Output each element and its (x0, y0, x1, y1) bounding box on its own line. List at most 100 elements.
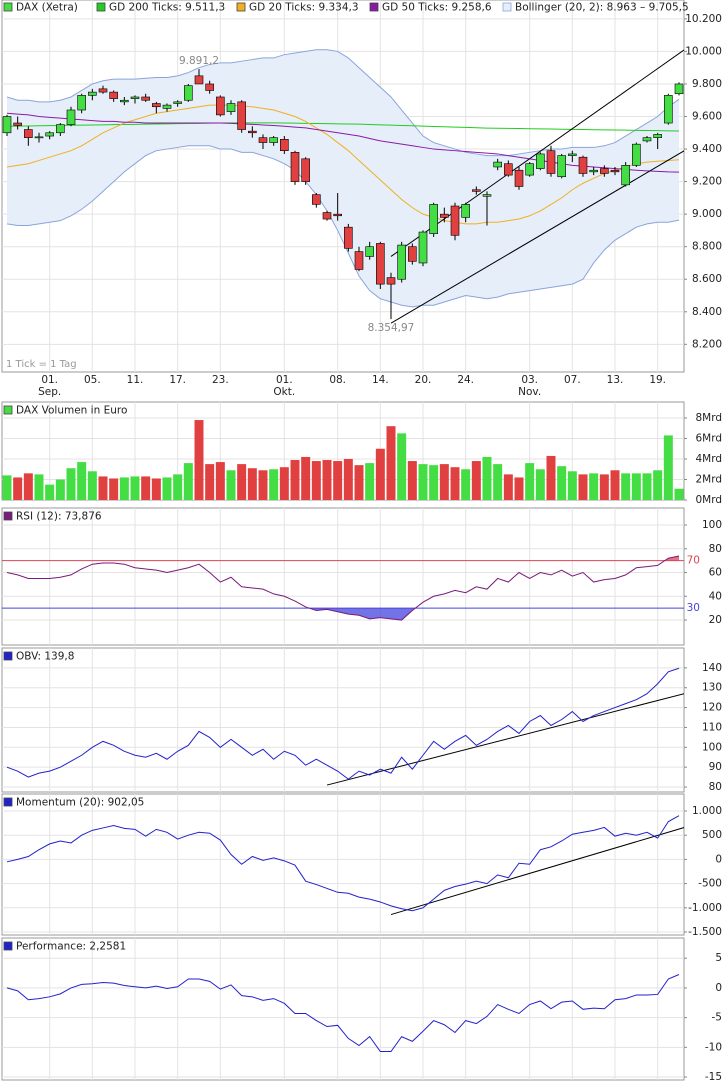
y-tick-label: 8Mrd (695, 412, 722, 424)
candle-body (376, 243, 385, 285)
bar (621, 473, 631, 500)
y-tick-label: 80 (709, 781, 722, 793)
bar (55, 479, 65, 500)
candle-body (34, 136, 44, 139)
panel-frame (1, 647, 685, 793)
level-area (7, 608, 679, 621)
y-tick-label: 110 (702, 721, 722, 733)
bar (2, 475, 12, 500)
trendline (390, 49, 684, 257)
candle-body (141, 96, 150, 101)
candle-body (621, 165, 630, 186)
moving-average (6, 122, 680, 132)
candle-body (312, 194, 321, 205)
bar (514, 477, 524, 500)
candle-body (258, 137, 268, 143)
candle-body (280, 138, 289, 151)
candle-body (162, 104, 172, 109)
candle-body (482, 194, 492, 197)
bar (450, 467, 460, 500)
candle-body (589, 169, 598, 173)
panel: 0Mrd 2Mrd 4Mrd 6Mrd 8Mrd DAX Volumen in Euro (1, 401, 722, 506)
bar (183, 463, 193, 500)
bar (663, 435, 673, 500)
bar (34, 474, 44, 500)
candle-body (653, 134, 662, 138)
bar (119, 477, 129, 500)
candle-body (365, 246, 374, 257)
candle-body (386, 277, 396, 285)
candle-body (344, 226, 353, 249)
y-tick-label: -1.000 (688, 902, 722, 914)
plot (2, 794, 684, 935)
candle-body (408, 246, 417, 262)
x-month-label: Sep. (38, 386, 61, 398)
x-tick-label: 23. (212, 374, 229, 386)
candle-body (610, 169, 620, 173)
bar (642, 473, 652, 500)
bar (653, 470, 663, 500)
legend-swatch (3, 2, 13, 12)
bar (589, 473, 599, 500)
legend-swatch (236, 2, 246, 12)
title-swatch (3, 941, 13, 951)
y-tick-label: 80 (709, 543, 722, 555)
candle-body (173, 101, 182, 104)
legend-swatch (96, 2, 106, 12)
bar (87, 471, 97, 500)
level-label: 30 (687, 602, 700, 614)
bar (429, 465, 439, 500)
plot (2, 508, 684, 645)
x-tick-label: 05. (84, 374, 101, 386)
x-month-label: Okt. (273, 386, 295, 398)
plot (2, 0, 684, 372)
title-swatch (3, 797, 13, 807)
bar (546, 455, 556, 500)
candle-body (88, 91, 97, 96)
x-tick-label: 17. (169, 374, 186, 386)
bar (247, 468, 257, 500)
trendline (326, 693, 684, 786)
y-tick-label: 2Mrd (695, 473, 722, 485)
x-tick-label: 07. (564, 374, 581, 386)
candle-body (504, 163, 513, 176)
candle-body (493, 161, 502, 168)
bar (578, 474, 588, 500)
bar (461, 469, 471, 500)
y-tick-label: 0 (715, 982, 722, 994)
candle-body (568, 153, 577, 156)
panel-title: OBV: 139,8 (16, 651, 74, 663)
candle-body (322, 212, 332, 220)
y-tick-label: 9.600 (692, 111, 722, 123)
candle-body (152, 103, 161, 108)
y-tick-label: 10.200 (685, 13, 722, 25)
y-tick-label: 100 (702, 519, 722, 531)
panel-title: Momentum (20): 902,05 (16, 797, 144, 809)
y-tick-label: 0 (715, 853, 722, 865)
candle-body (418, 231, 428, 264)
y-tick-label: 1.000 (692, 805, 722, 817)
line (6, 815, 680, 912)
candle-body (56, 124, 65, 134)
candle-body (546, 150, 556, 174)
bar (397, 433, 407, 500)
panel: -15 -10 -5 0 5 Performance: 2,2581 (1, 937, 722, 1083)
x-tick-label: 08. (329, 374, 346, 386)
y-tick-label: 9.800 (692, 78, 722, 90)
legend-label: GD 50 Ticks: 9.258,6 (382, 2, 492, 14)
candle-body (514, 169, 524, 187)
bar (567, 471, 577, 500)
plot (2, 402, 684, 500)
candle-body (450, 205, 460, 236)
bar (130, 476, 140, 500)
bar (45, 484, 55, 500)
bar (205, 464, 215, 500)
candle-body (184, 85, 193, 101)
bollinger-upper (6, 49, 680, 157)
title-swatch (3, 405, 13, 415)
x-tick-label: 11. (127, 374, 144, 386)
bar (301, 456, 311, 500)
bar (322, 460, 332, 500)
bollinger-band (7, 49, 679, 307)
